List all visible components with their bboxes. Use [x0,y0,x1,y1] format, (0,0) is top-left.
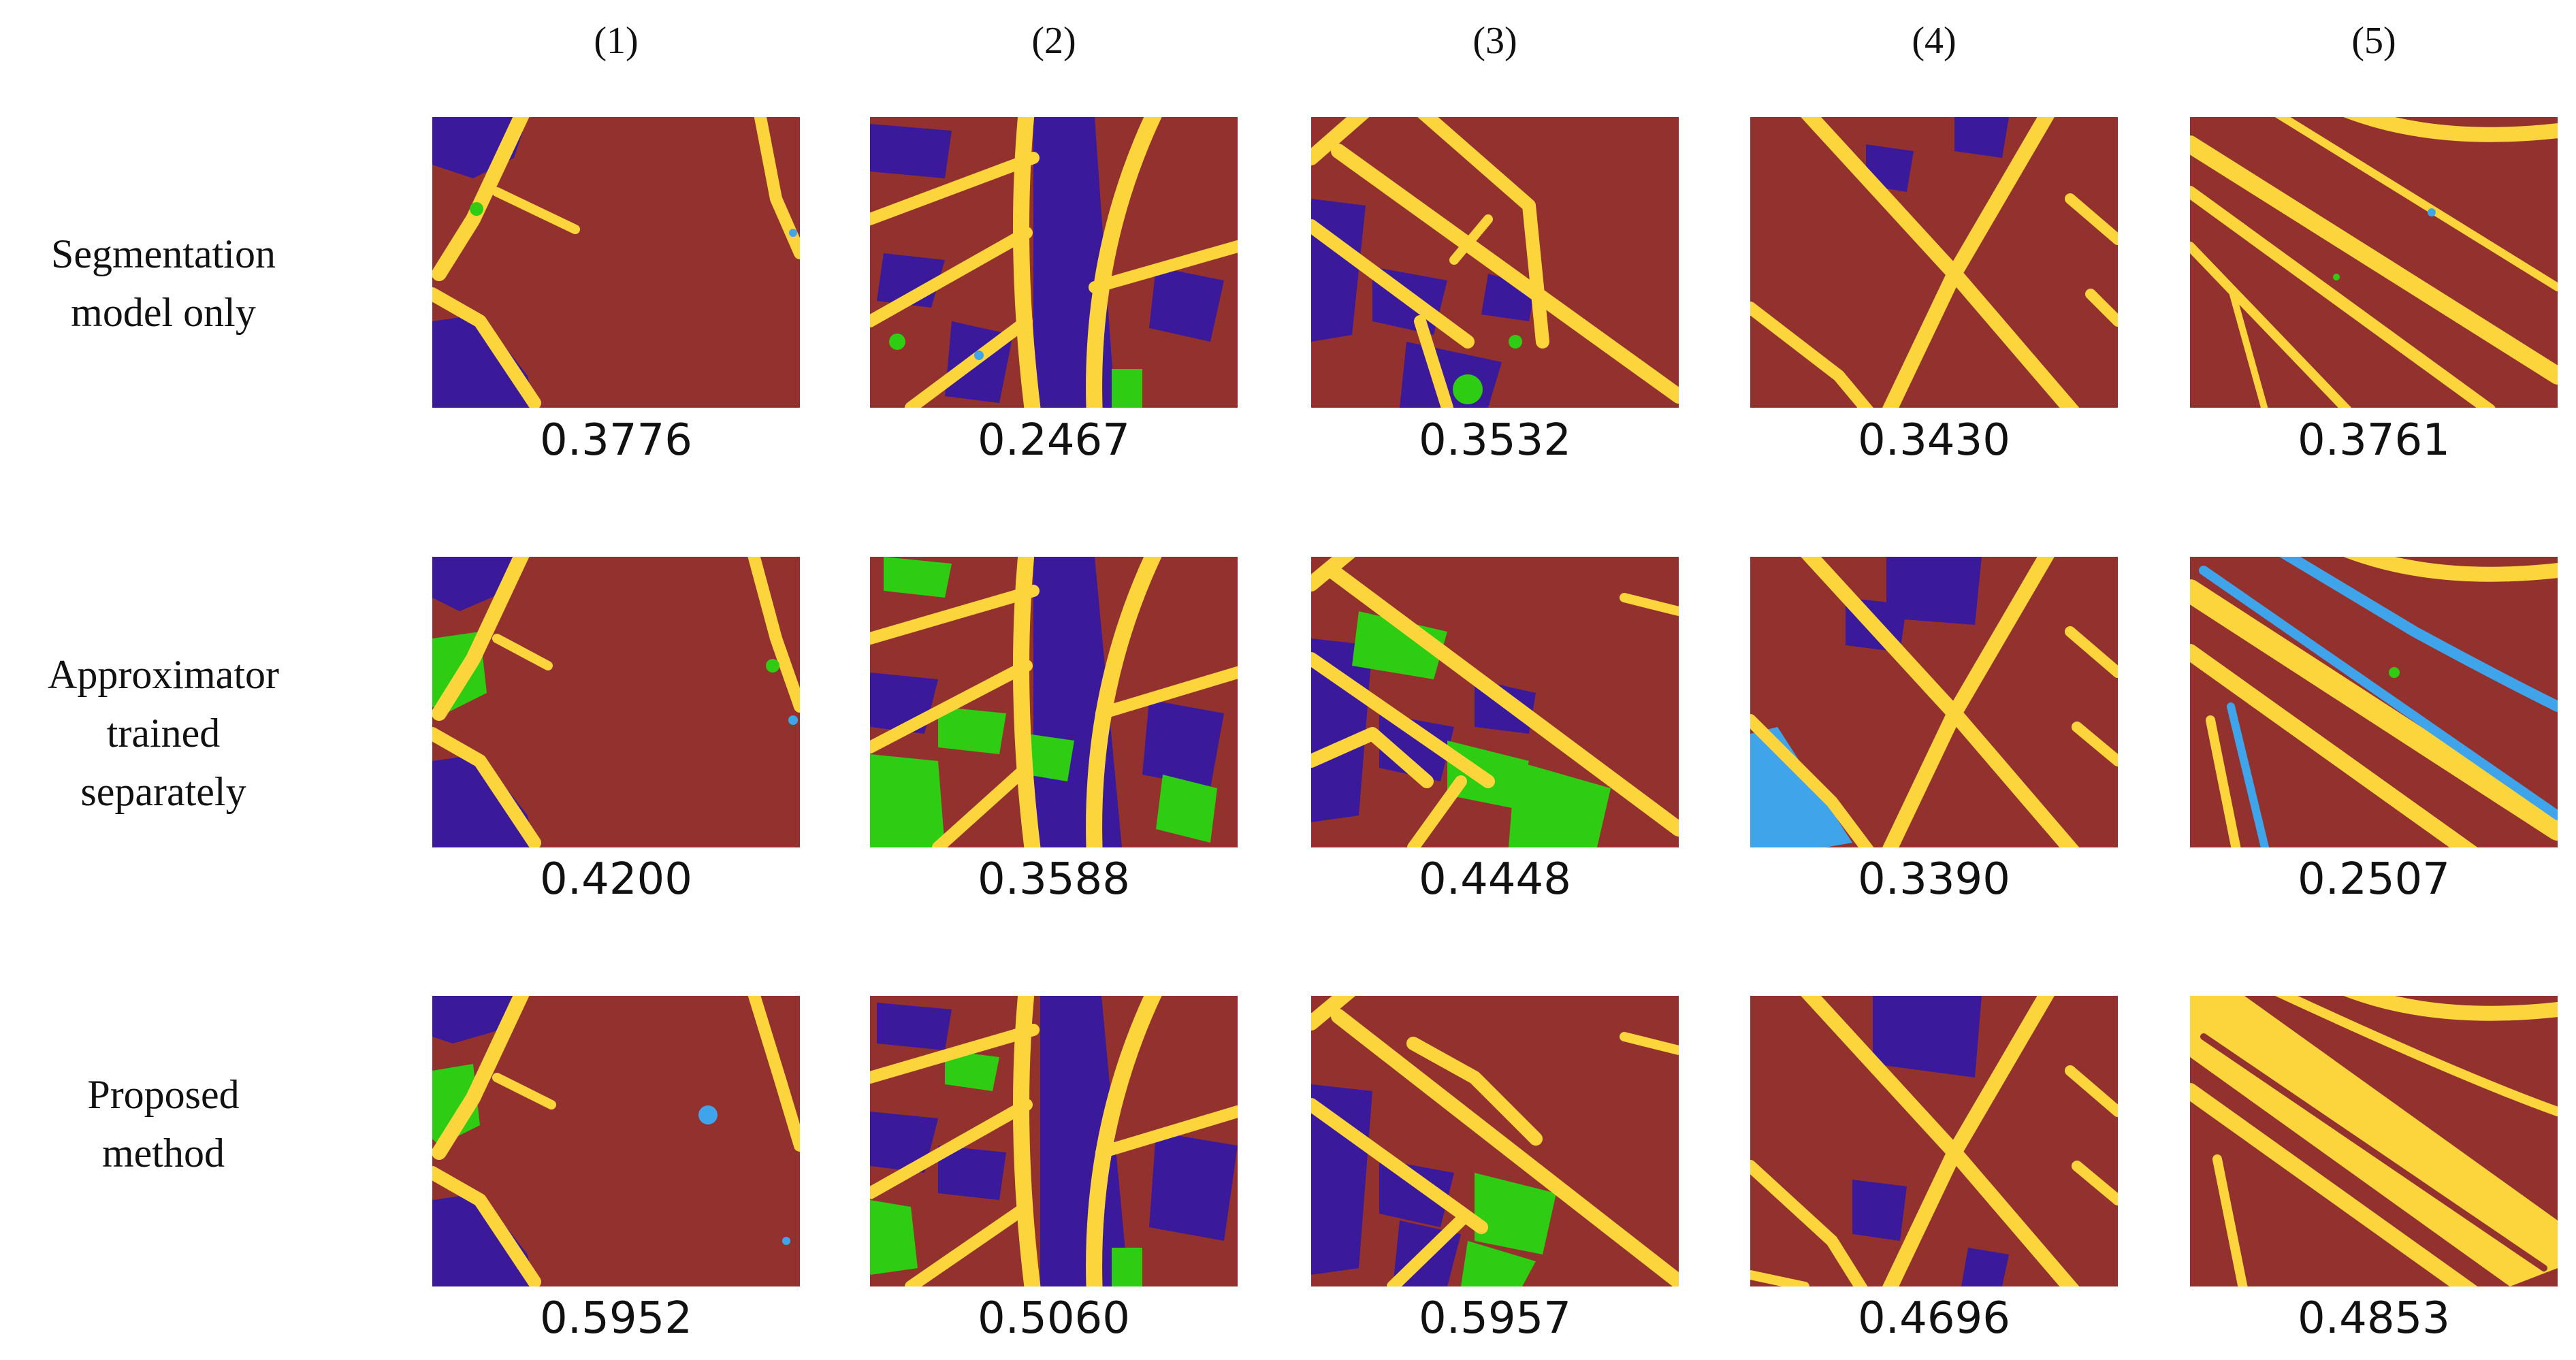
row-label-line: trained [106,711,221,756]
segmentation-map-row3-col5 [2190,996,2558,1286]
segmentation-map-row2-col1 [432,557,800,847]
iou-score: 0.2507 [2298,854,2450,905]
iou-score: 0.3761 [2298,415,2450,466]
segmentation-map-row1-col3 [1311,117,1679,408]
row-label-proposed-method: Proposed method [0,1065,327,1182]
column-header-5: (5) [2351,20,2396,62]
segmentation-map-row1-col1 [432,117,800,408]
iou-score: 0.3430 [1858,415,2010,466]
row-label-line: Segmentation [51,231,276,276]
iou-score: 0.4448 [1419,854,1571,905]
row-label-line: method [102,1131,225,1176]
iou-score: 0.5952 [540,1293,692,1344]
iou-score: 0.2467 [978,415,1130,466]
column-header-1: (1) [594,20,639,62]
segmentation-map-row3-col1 [432,996,800,1286]
segmentation-map-row3-col2 [870,996,1238,1286]
row-label-segmentation-model-only: Segmentation model only [0,225,327,342]
segmentation-map-row3-col3 [1311,996,1679,1286]
segmentation-map-row1-col4 [1750,117,2118,408]
iou-score: 0.4200 [540,854,692,905]
iou-score: 0.4853 [2298,1293,2450,1344]
segmentation-map-row2-col3 [1311,557,1679,847]
row-label-line: separately [80,769,246,814]
iou-score: 0.3588 [978,854,1130,905]
row-label-line: Proposed [87,1072,240,1117]
segmentation-map-row1-col2 [870,117,1238,408]
iou-score: 0.5957 [1419,1293,1571,1344]
row-label-line: Approximator [48,652,279,697]
iou-score: 0.3390 [1858,854,2010,905]
row-label-approximator-trained-separately: Approximator trained separately [0,645,327,821]
row-label-line: model only [71,290,256,335]
segmentation-map-row3-col4 [1750,996,2118,1286]
segmentation-map-row2-col5 [2190,557,2558,847]
column-header-4: (4) [1912,20,1957,62]
segmentation-map-row2-col2 [870,557,1238,847]
segmentation-map-row1-col5 [2190,117,2558,408]
iou-score: 0.4696 [1858,1293,2010,1344]
column-header-3: (3) [1472,20,1517,62]
segmentation-map-row2-col4 [1750,557,2118,847]
iou-score: 0.3776 [540,415,692,466]
column-header-2: (2) [1031,20,1076,62]
iou-score: 0.5060 [978,1293,1130,1344]
iou-score: 0.3532 [1419,415,1571,466]
